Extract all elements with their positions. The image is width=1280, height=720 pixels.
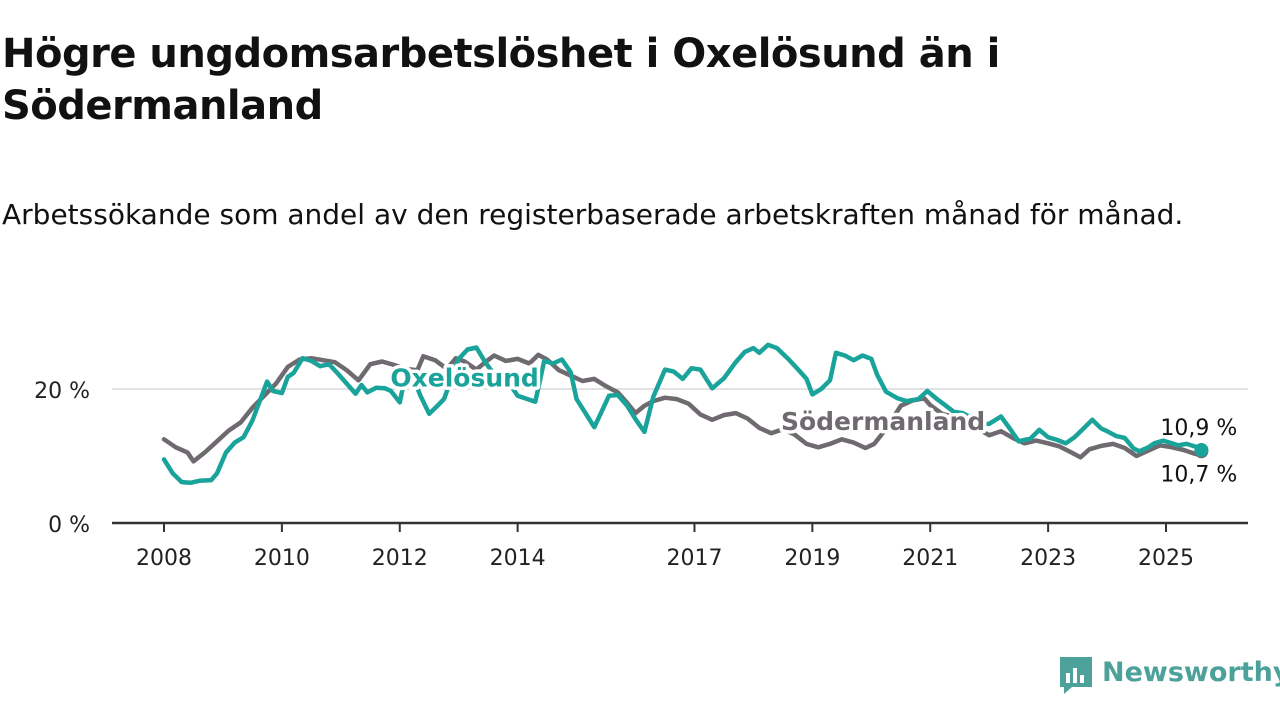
newsworthy-logo-icon [1060, 657, 1092, 694]
y-tick-label: 20 % [34, 379, 90, 404]
newsworthy-logo: Newsworthy [1058, 653, 1280, 697]
series-lines [161, 342, 1204, 486]
end-label-sodermanland: 10,7 % [1160, 462, 1237, 487]
series-labels: Södermanland Oxelösund 10,9 % 10,7 % [387, 360, 1240, 490]
x-tick-label: 2014 [490, 546, 546, 571]
x-tick-label: 2008 [136, 546, 192, 571]
chart-title: Högre ungdomsarbetslöshet i Oxelösund än… [2, 31, 1000, 129]
x-tick-label: 2012 [372, 546, 428, 571]
series-label-oxelösund: Oxelösund [390, 363, 538, 392]
newsworthy-logo-text: Newsworthy [1102, 657, 1280, 688]
x-tick-label: 2017 [666, 546, 722, 571]
x-tick-label: 2019 [784, 546, 840, 571]
series-line-södermanland [161, 352, 1204, 464]
end-dot-oxelosund [1194, 442, 1209, 457]
series-label-södermanland: Södermanland [781, 407, 985, 436]
chart-subtitle: Arbetssökande som andel av den registerb… [2, 198, 1184, 231]
axes: 0 % 20 % 2008 2010 2012 2014 2017 2019 2021 2023 2… [34, 379, 1248, 571]
series-line-oxelösund [161, 342, 1204, 486]
x-tick-label: 2023 [1020, 546, 1076, 571]
y-tick-label: 0 % [48, 513, 90, 538]
end-label-oxelosund: 10,9 % [1160, 416, 1237, 441]
x-tick-label: 2010 [254, 546, 310, 571]
x-tick-label: 2025 [1138, 546, 1194, 571]
x-tick-label: 2021 [902, 546, 958, 571]
